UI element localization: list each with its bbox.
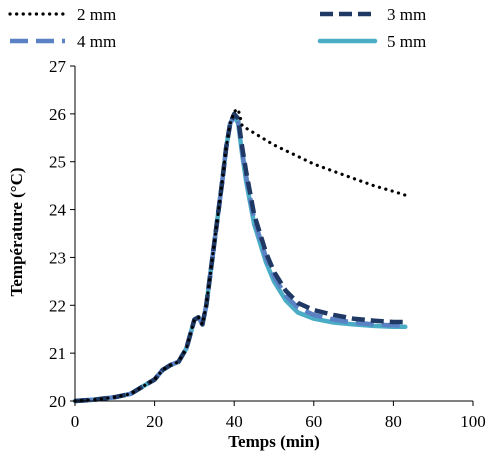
y-tick-label: 22	[49, 296, 66, 315]
y-tick-label: 24	[49, 201, 67, 220]
series-line-3-mm	[74, 111, 406, 404]
series-line-2-mm	[73, 107, 407, 403]
x-tick-label: 40	[226, 412, 243, 431]
x-tick-label: 20	[146, 412, 163, 431]
legend-label: 5 mm	[387, 32, 426, 51]
legend: 2 mm 3 mm 4 mm 5 mm	[8, 5, 426, 51]
series-line-4-mm	[74, 114, 406, 404]
axes: 20 21 22 23 24 25 26 27 0 20 40 60 80 100	[49, 57, 486, 431]
legend-label: 3 mm	[387, 5, 426, 24]
legend-label: 2 mm	[77, 5, 116, 24]
x-axis-title: Temps (min)	[228, 432, 319, 451]
x-tick-label: 100	[460, 412, 486, 431]
y-tick-label: 21	[49, 344, 66, 363]
y-tick-label: 26	[49, 105, 66, 124]
y-axis-title: Température (°C)	[7, 167, 26, 296]
legend-label: 4 mm	[77, 32, 116, 51]
x-tick-label: 60	[305, 412, 322, 431]
y-tick-label: 23	[49, 248, 66, 267]
y-tick-label: 20	[49, 392, 66, 411]
series-line-5-mm	[72, 114, 408, 404]
x-tick-label: 0	[71, 412, 80, 431]
y-tick-label: 27	[49, 57, 67, 76]
x-tick-label: 80	[385, 412, 402, 431]
plot-area	[72, 107, 408, 404]
y-tick-label: 25	[49, 153, 66, 172]
